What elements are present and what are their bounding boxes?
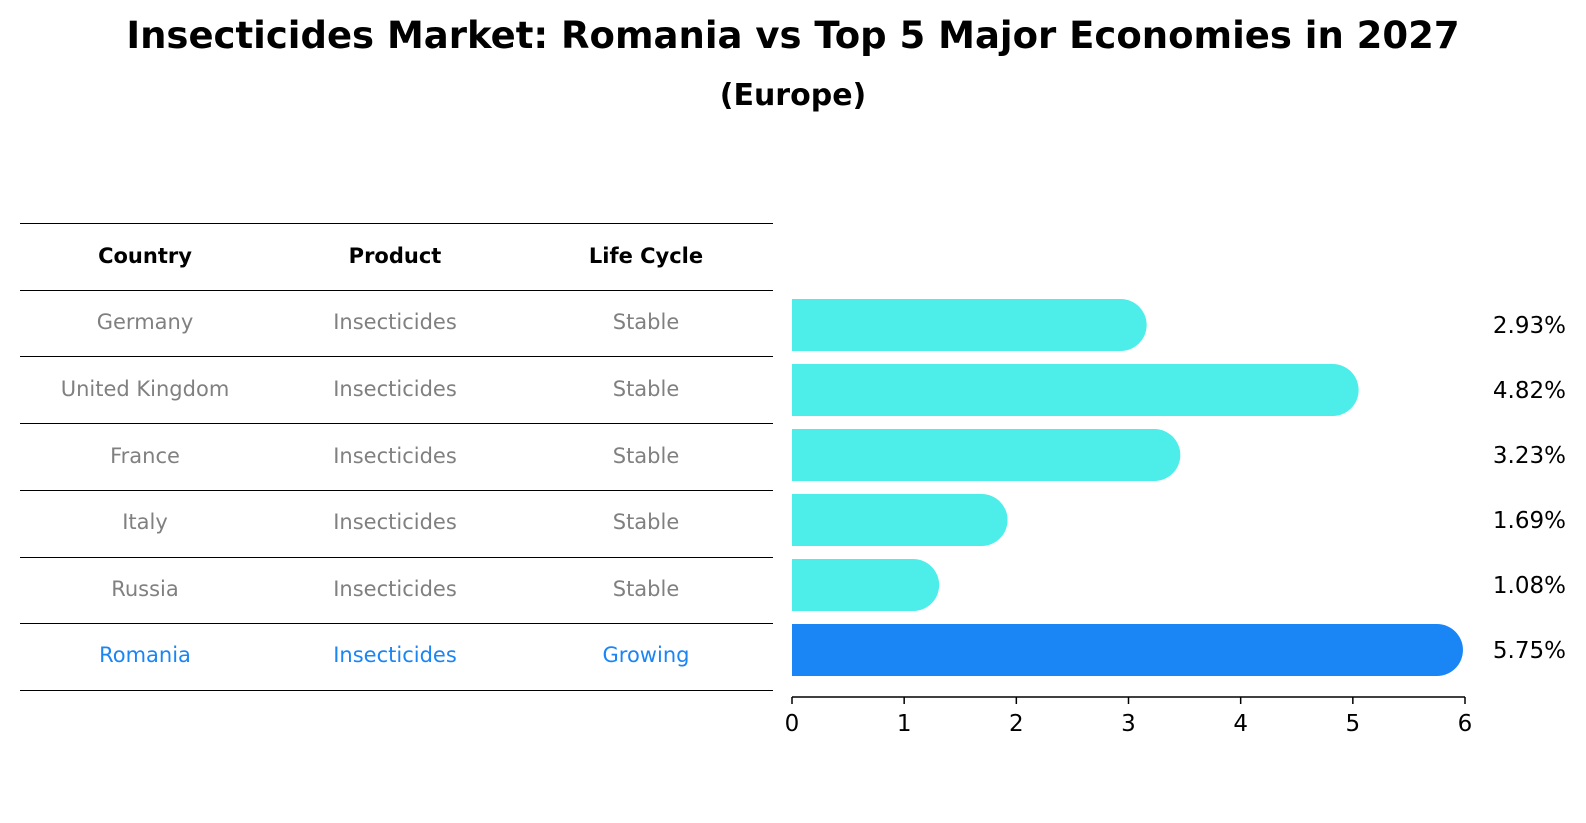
x-tick-label: 2 [1009,711,1024,737]
bar-france [792,429,1181,481]
table-cell-life-cycle: Stable [612,577,680,601]
table-cell-product: Insecticides [333,377,457,401]
table-header-cell: Life Cycle [588,244,704,268]
table-header-cell: Country [98,244,192,268]
x-tick-label: 1 [897,711,912,737]
table-divider [20,290,773,291]
bar-russia [792,559,940,611]
table-divider [20,557,773,558]
comparison-table: Country Product Life Cycle Germany Insectici… [0,0,790,823]
table-cell-product: Insecticides [333,444,457,468]
table-cell-product: Insecticides [333,577,457,601]
table-cell-life-cycle: Growing [602,643,690,667]
table-cell-country: Romania [99,643,191,667]
bar-italy [792,494,1008,546]
table-cell-country: United Kingdom [60,377,230,401]
table-cell-country: Russia [111,577,179,601]
x-tick-label: 0 [785,711,800,737]
bar-value-label: 4.82% [1493,378,1566,404]
bar-value-label: 5.75% [1493,638,1566,664]
table-divider [20,490,773,491]
bar-germany [792,299,1147,351]
bar-united-kingdom [792,364,1359,416]
table-cell-country: Italy [122,510,168,534]
table-cell-life-cycle: Stable [612,444,680,468]
x-tick-label: 6 [1458,711,1473,737]
table-cell-country: France [110,444,180,468]
bar-value-label: 1.08% [1493,573,1566,599]
table-cell-product: Insecticides [333,310,457,334]
bar-romania [792,624,1463,676]
table-cell-life-cycle: Stable [612,377,680,401]
table-divider [20,356,773,357]
x-tick-label: 5 [1346,711,1361,737]
table-header-cell: Product [348,244,442,268]
chart-title: Insecticides Market: Romania vs Top 5 Ma… [126,14,1460,57]
table-cell-product: Insecticides [333,510,457,534]
bar-value-label: 3.23% [1493,443,1566,469]
table-cell-product: Insecticides [333,643,457,667]
table-divider [20,423,773,424]
x-tick-label: 4 [1233,711,1248,737]
table-cell-life-cycle: Stable [612,310,680,334]
table-divider [20,623,773,624]
table-cell-country: Germany [96,310,194,334]
chart-subtitle: (Europe) [719,78,867,113]
x-tick-label: 3 [1121,711,1136,737]
table-divider [20,223,773,224]
bar-value-label: 2.93% [1493,313,1566,339]
bar-value-label: 1.69% [1493,508,1566,534]
table-divider [20,690,773,691]
table-cell-life-cycle: Stable [612,510,680,534]
